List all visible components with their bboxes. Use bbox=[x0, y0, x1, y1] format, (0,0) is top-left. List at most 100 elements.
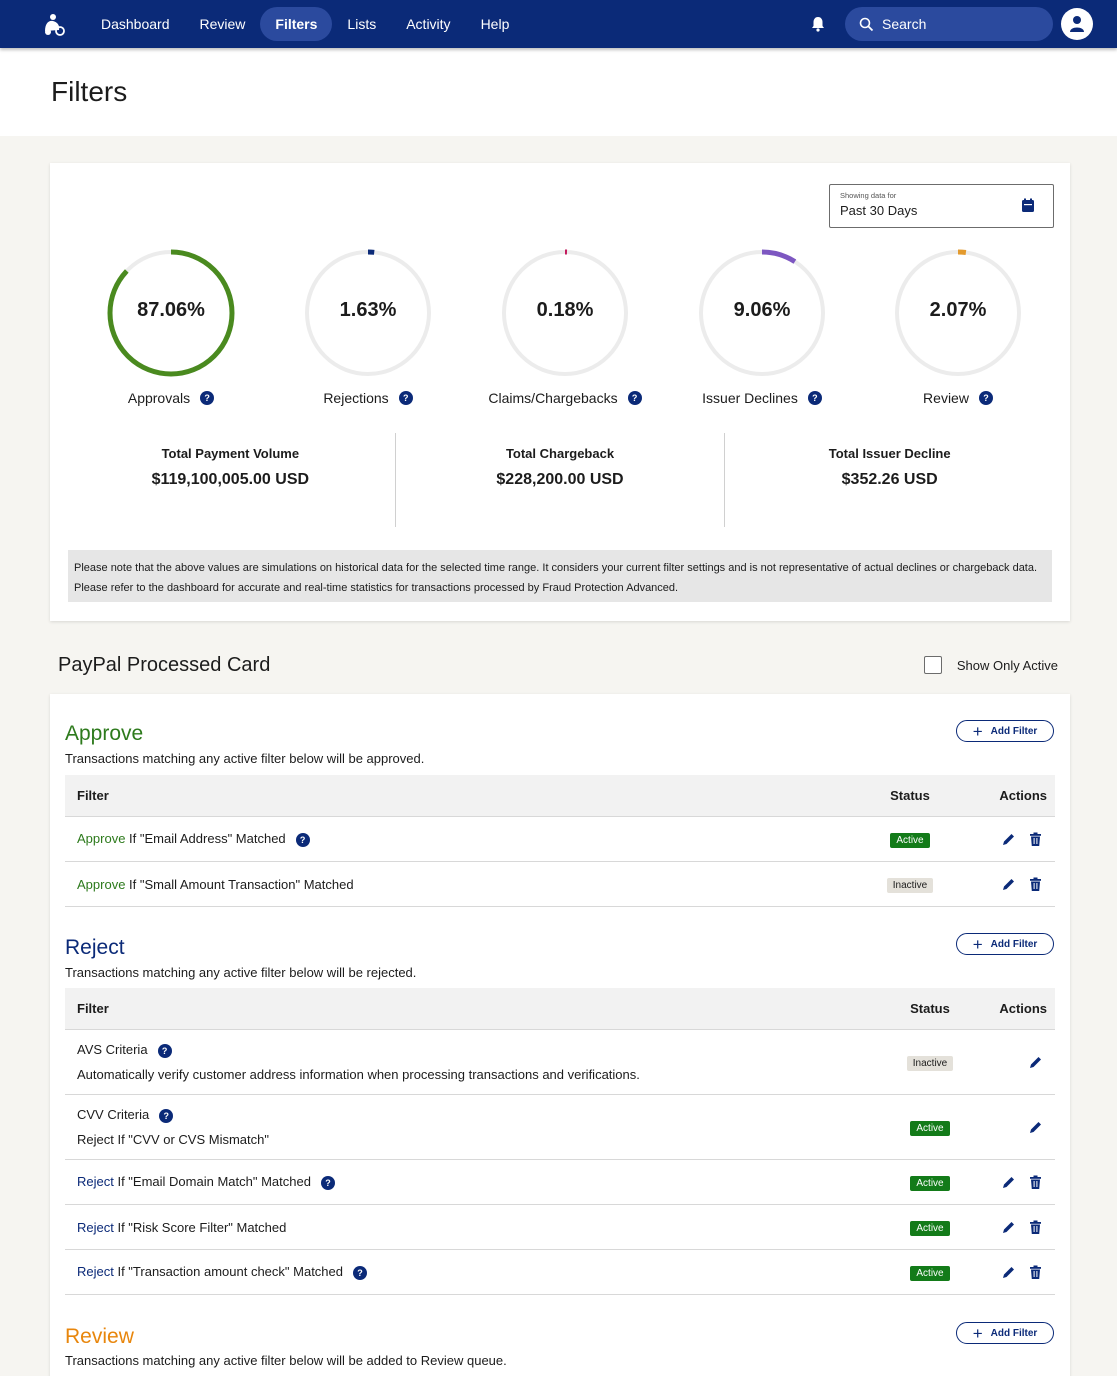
trash-icon[interactable] bbox=[1028, 1265, 1043, 1280]
filter-cell[interactable]: Reject If "Transaction amount check" Mat… bbox=[65, 1264, 895, 1280]
stats-card: Showing data for Past 30 Days 87.06% Appr… bbox=[50, 163, 1070, 621]
filter-text: If "Email Domain Match" Matched bbox=[113, 1174, 311, 1189]
filter-keyword: Reject bbox=[77, 1264, 114, 1279]
gauge-ring bbox=[304, 249, 432, 377]
gauge-ring bbox=[894, 249, 1022, 377]
filter-cell[interactable]: Reject If "Email Domain Match" Matched? bbox=[65, 1174, 895, 1190]
search-input[interactable]: Search bbox=[845, 7, 1053, 41]
reject-title: Reject bbox=[65, 936, 125, 959]
logo-icon[interactable] bbox=[40, 11, 66, 37]
edit-icon[interactable] bbox=[1001, 877, 1016, 892]
filter-subtext: Reject If "CVV or CVS Mismatch" bbox=[77, 1132, 269, 1147]
reject-table: Filter Status Actions AVS Criteria? Auto… bbox=[65, 988, 1055, 1295]
gauge-label: Issuer Declines? bbox=[662, 390, 862, 406]
filter-text: If "Email Address" Matched bbox=[125, 831, 286, 846]
nav-activity[interactable]: Activity bbox=[406, 16, 451, 32]
help-icon[interactable]: ? bbox=[157, 1044, 172, 1058]
help-icon[interactable]: ? bbox=[978, 391, 993, 405]
table-row: Reject If "Risk Score Filter" Matched Ac… bbox=[65, 1205, 1055, 1250]
help-icon[interactable]: ? bbox=[159, 1109, 174, 1123]
nav-review[interactable]: Review bbox=[199, 16, 246, 32]
filter-cell[interactable]: CVV Criteria? Reject If "CVV or CVS Mism… bbox=[65, 1107, 895, 1147]
show-only-active-checkbox[interactable] bbox=[923, 656, 942, 674]
status-badge: Active bbox=[910, 1220, 950, 1236]
col-status: Status bbox=[910, 1001, 950, 1016]
approve-title: Approve bbox=[65, 722, 144, 745]
filter-cell[interactable]: AVS Criteria? Automatically verify custo… bbox=[65, 1042, 895, 1082]
gauge-ring bbox=[698, 249, 826, 377]
table-row: AVS Criteria? Automatically verify custo… bbox=[65, 1030, 1055, 1095]
nav-filters[interactable]: Filters bbox=[260, 7, 333, 41]
total-value: $228,200.00 USD bbox=[496, 471, 624, 488]
nav-lists[interactable]: Lists bbox=[347, 16, 377, 32]
filter-subtext: Automatically verify customer address in… bbox=[77, 1067, 640, 1082]
col-filter: Filter bbox=[77, 1001, 109, 1016]
filter-cell[interactable]: Approve If "Email Address" Matched? bbox=[65, 831, 855, 847]
trash-icon[interactable] bbox=[1028, 1175, 1043, 1190]
date-range-picker[interactable]: Showing data for Past 30 Days bbox=[829, 184, 1054, 228]
filter-keyword: Approve bbox=[77, 831, 126, 846]
total-issuer-decline: Total Issuer Decline $352.26 USD bbox=[724, 433, 1054, 527]
filter-cell[interactable]: Reject If "Risk Score Filter" Matched bbox=[65, 1220, 895, 1235]
table-header: Filter Status Actions bbox=[65, 988, 1055, 1030]
approve-table: Filter Status Actions Approve If "Email … bbox=[65, 775, 1055, 907]
help-icon[interactable]: ? bbox=[627, 391, 642, 405]
actions-cell bbox=[965, 1055, 1055, 1070]
gauge-label: Claims/Chargebacks? bbox=[465, 390, 665, 406]
trash-icon[interactable] bbox=[1028, 877, 1043, 892]
avatar[interactable] bbox=[1061, 8, 1093, 40]
help-icon[interactable]: ? bbox=[353, 1266, 367, 1280]
table-row: Reject If "Transaction amount check" Mat… bbox=[65, 1250, 1055, 1295]
edit-icon[interactable] bbox=[1001, 832, 1016, 847]
table-row: Approve If "Small Amount Transaction" Ma… bbox=[65, 862, 1055, 907]
show-only-active-toggle[interactable]: Show Only Active bbox=[923, 656, 1058, 674]
trash-icon[interactable] bbox=[1028, 1220, 1043, 1235]
help-icon[interactable]: ? bbox=[200, 391, 215, 405]
actions-cell bbox=[965, 1120, 1055, 1135]
nav-help[interactable]: Help bbox=[480, 16, 510, 32]
help-icon[interactable]: ? bbox=[398, 391, 413, 405]
trash-icon[interactable] bbox=[1028, 832, 1043, 847]
actions-cell bbox=[965, 877, 1055, 892]
gauge-ring bbox=[107, 249, 235, 377]
gauge-arc bbox=[107, 249, 235, 377]
help-icon[interactable]: ? bbox=[807, 391, 822, 405]
plus-icon: + bbox=[972, 721, 983, 741]
edit-icon[interactable] bbox=[1001, 1265, 1016, 1280]
status-badge: Active bbox=[910, 1120, 950, 1136]
search-icon bbox=[859, 17, 874, 31]
help-icon[interactable]: ? bbox=[295, 833, 310, 847]
approve-add-filter-button[interactable]: + Add Filter bbox=[956, 720, 1054, 742]
gauge-label: Approvals? bbox=[71, 390, 271, 406]
nav-dashboard[interactable]: Dashboard bbox=[101, 16, 170, 32]
gauge-label-text: Approvals bbox=[127, 390, 191, 406]
search-label: Search bbox=[882, 16, 927, 32]
actions-cell bbox=[965, 1265, 1055, 1280]
col-status: Status bbox=[890, 788, 930, 803]
review-add-filter-button[interactable]: + Add Filter bbox=[956, 1322, 1054, 1344]
bell-icon[interactable] bbox=[809, 15, 827, 33]
gauge-issuer-declines: 9.06% Issuer Declines? bbox=[662, 247, 862, 406]
filter-text: If "Small Amount Transaction" Matched bbox=[125, 876, 354, 892]
status-badge: Inactive bbox=[906, 1055, 954, 1071]
gauge-label-text: Rejections bbox=[323, 390, 389, 406]
total-label: Total Chargeback bbox=[505, 446, 615, 461]
gauge-arc bbox=[304, 249, 432, 377]
edit-icon[interactable] bbox=[1001, 1220, 1016, 1235]
help-icon[interactable]: ? bbox=[320, 1176, 335, 1190]
actions-cell bbox=[965, 1220, 1055, 1235]
total-value: $119,100,005.00 USD bbox=[151, 471, 310, 488]
edit-icon[interactable] bbox=[1028, 1120, 1043, 1135]
edit-icon[interactable] bbox=[1001, 1175, 1016, 1190]
filter-cell[interactable]: Approve If "Small Amount Transaction" Ma… bbox=[65, 877, 855, 892]
reject-add-filter-button[interactable]: + Add Filter bbox=[956, 933, 1054, 955]
page-title: Filters bbox=[51, 76, 128, 107]
gauge-label-text: Review bbox=[923, 390, 969, 406]
totals-row: Total Payment Volume $119,100,005.00 USD… bbox=[66, 433, 1054, 527]
filters-card: Approve Transactions matching any active… bbox=[50, 694, 1070, 1376]
total-label: Total Issuer Decline bbox=[828, 446, 951, 461]
date-picker-value: Past 30 Days bbox=[840, 203, 918, 218]
edit-icon[interactable] bbox=[1028, 1055, 1043, 1070]
top-nav: Dashboard Review Filters Lists Activity … bbox=[0, 0, 1117, 48]
reject-desc: Transactions matching any active filter … bbox=[65, 965, 417, 980]
